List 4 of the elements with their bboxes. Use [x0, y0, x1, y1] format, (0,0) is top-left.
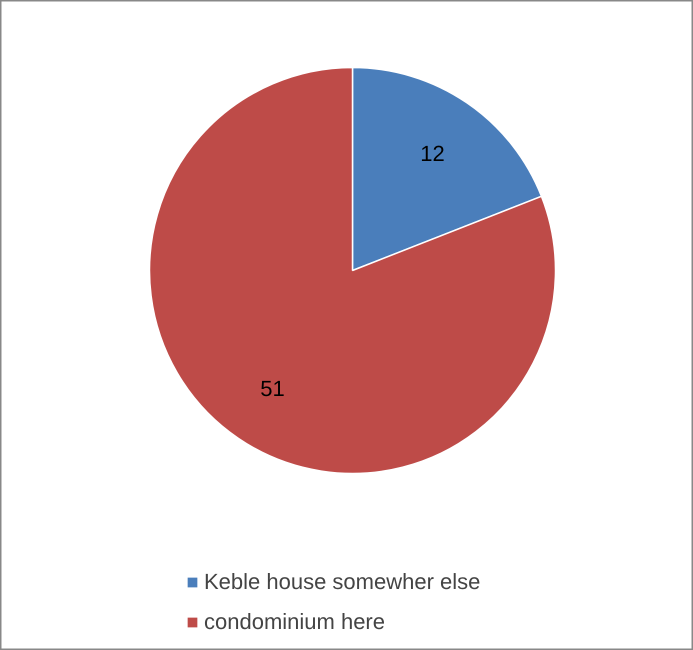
legend-label: condominium here [204, 609, 385, 635]
data-label: 51 [260, 376, 285, 401]
legend-label: Keble house somewher else [204, 569, 480, 595]
data-label: 12 [420, 141, 445, 166]
